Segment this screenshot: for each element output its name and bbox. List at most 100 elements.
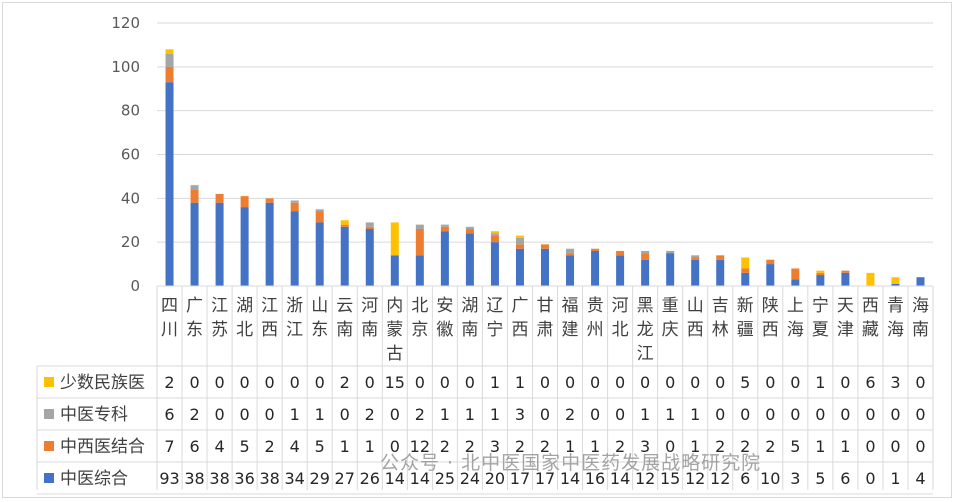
bar-segment [566,253,575,256]
data-label: 2 [615,437,625,456]
data-label: 14 [560,469,580,488]
y-tick-label: 40 [121,189,140,207]
data-label: 6 [740,469,750,488]
category-label: 广西 [511,296,528,340]
bar-segment [415,229,424,256]
bar-segment [641,253,650,260]
data-label: 4 [290,437,300,456]
category-label: 云南 [336,296,353,340]
bar-segment [741,257,750,269]
bar-segment [866,272,875,286]
data-label: 3 [790,469,800,488]
data-label: 25 [435,469,455,488]
data-label: 0 [740,405,750,424]
bar-segment [190,202,199,286]
data-label: 2 [189,405,199,424]
data-label: 2 [415,405,425,424]
category-label: 河北 [612,296,629,340]
data-label: 2 [340,373,350,392]
data-label: 2 [164,373,174,392]
category-label: 西藏 [862,296,879,340]
data-label: 36 [234,469,254,488]
data-label: 27 [335,469,355,488]
bar-segment [415,255,424,286]
data-label: 0 [540,373,550,392]
data-label: 2 [440,437,450,456]
data-label: 1 [340,437,350,456]
data-label: 5 [315,437,325,456]
bar-segment [165,82,174,286]
data-label: 2 [565,405,575,424]
bar-segment [766,259,775,265]
category-label: 上海 [787,296,804,340]
bar-segment [816,270,825,273]
data-label: 0 [540,405,550,424]
data-label: 3 [640,437,650,456]
legend-label: 中西医结合 [60,437,145,457]
bar-segment [365,229,374,286]
data-label: 0 [189,373,199,392]
bar-segment [490,233,499,236]
bar-segment [591,248,600,251]
data-label: 0 [915,405,925,424]
bar-segment [566,255,575,286]
bar-segment [641,250,650,254]
data-label: 0 [715,405,725,424]
category-label: 宁夏 [812,296,829,340]
bar-segment [515,248,524,286]
category-label: 新疆 [737,296,754,340]
bar-segment [791,279,800,286]
category-label: 广东 [186,296,203,340]
bar-segment [165,49,174,54]
legend-label: 中医综合 [60,469,128,489]
data-label: 5 [790,437,800,456]
bar-segment [515,244,524,249]
data-label: 6 [840,469,850,488]
data-label: 0 [915,437,925,456]
data-label: 7 [164,437,174,456]
data-label: 12 [710,469,730,488]
data-label: 0 [715,373,725,392]
bar-segment [265,198,274,203]
y-tick-label: 80 [121,102,140,120]
data-label: 34 [284,469,304,488]
category-label: 湖北 [236,296,253,340]
data-label: 1 [365,437,375,456]
data-label: 0 [590,405,600,424]
y-tick-label: 120 [111,14,140,32]
data-label: 2 [515,437,525,456]
data-label: 0 [240,405,250,424]
data-label: 1 [840,437,850,456]
category-label: 安徽 [436,296,453,340]
data-label: 1 [490,373,500,392]
bar-segment [741,268,750,273]
data-label: 29 [310,469,330,488]
category-label: 湖南 [461,296,478,340]
data-label: 0 [915,373,925,392]
data-label: 1 [890,469,900,488]
data-label: 3 [490,437,500,456]
bar-segment [841,270,850,273]
data-label: 0 [690,373,700,392]
data-label: 38 [184,469,204,488]
data-label: 2 [765,437,775,456]
data-label: 0 [440,373,450,392]
category-label: 贵州 [587,296,604,340]
legend-label: 中医专科 [60,405,128,425]
legend-swatch [44,473,54,483]
bar-segment [440,226,449,232]
category-label: 黑龙江 [637,296,654,364]
category-label: 天津 [837,296,854,340]
data-label: 4 [214,437,224,456]
data-label: 2 [365,405,375,424]
data-label: 0 [390,437,400,456]
bar-segment [190,185,199,190]
category-label: 海南 [912,296,929,340]
data-label: 14 [610,469,630,488]
bar-segment [165,66,174,83]
bar-segment [515,237,524,245]
data-label: 1 [640,405,650,424]
data-label: 0 [340,405,350,424]
category-label: 江苏 [211,296,228,340]
data-label: 2 [740,437,750,456]
